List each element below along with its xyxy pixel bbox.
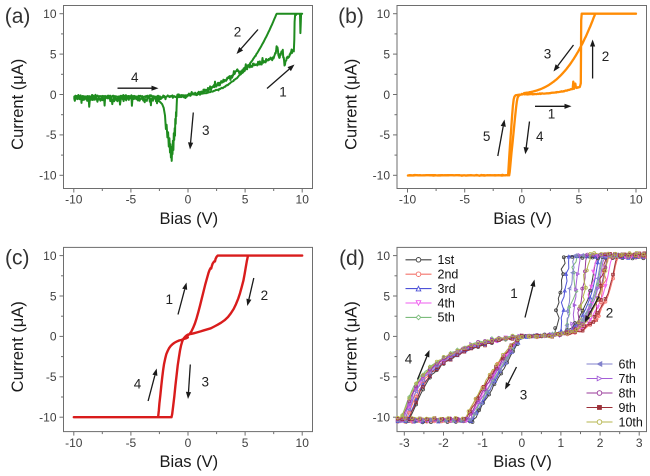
svg-text:2: 2 <box>606 306 614 321</box>
svg-text:(c): (c) <box>5 247 30 270</box>
svg-text:-10: -10 <box>39 169 57 183</box>
svg-text:Bias (V): Bias (V) <box>159 210 218 228</box>
svg-text:4: 4 <box>405 352 413 367</box>
svg-text:9th: 9th <box>619 401 636 415</box>
svg-text:3: 3 <box>520 388 528 403</box>
svg-text:Current (μA): Current (μA) <box>9 301 27 392</box>
svg-text:2: 2 <box>261 288 269 303</box>
svg-text:6th: 6th <box>619 357 636 371</box>
svg-text:-10: -10 <box>373 169 391 183</box>
svg-text:10: 10 <box>629 193 643 207</box>
svg-text:-10: -10 <box>65 436 83 450</box>
svg-text:0: 0 <box>185 436 192 450</box>
svg-text:2: 2 <box>602 49 610 64</box>
svg-text:5: 5 <box>483 129 491 144</box>
svg-text:-5: -5 <box>46 128 57 142</box>
svg-text:0: 0 <box>518 436 525 450</box>
svg-text:(d): (d) <box>339 247 365 270</box>
svg-text:5th: 5th <box>438 311 455 325</box>
svg-text:10: 10 <box>377 7 391 21</box>
svg-text:-3: -3 <box>399 436 410 450</box>
svg-text:4th: 4th <box>438 296 455 310</box>
svg-text:1: 1 <box>558 436 565 450</box>
svg-text:0: 0 <box>383 88 390 102</box>
svg-text:(b): (b) <box>338 5 364 28</box>
svg-text:Current (μA): Current (μA) <box>9 59 27 150</box>
svg-text:5: 5 <box>242 193 249 207</box>
svg-text:5: 5 <box>50 289 57 303</box>
svg-text:1: 1 <box>510 286 518 301</box>
svg-text:-5: -5 <box>459 193 470 207</box>
svg-text:3: 3 <box>201 375 209 390</box>
svg-text:1st: 1st <box>438 253 455 267</box>
svg-text:4: 4 <box>131 70 139 85</box>
svg-text:0: 0 <box>383 330 390 344</box>
svg-text:0: 0 <box>50 330 57 344</box>
svg-text:Bias (V): Bias (V) <box>493 210 552 228</box>
svg-text:10: 10 <box>43 7 57 21</box>
svg-text:Bias (V): Bias (V) <box>493 453 552 471</box>
svg-text:2: 2 <box>234 25 242 40</box>
svg-text:-5: -5 <box>379 370 390 384</box>
svg-text:-10: -10 <box>373 411 391 425</box>
svg-text:5: 5 <box>383 289 390 303</box>
svg-text:10: 10 <box>43 249 57 263</box>
svg-text:-1: -1 <box>477 436 488 450</box>
svg-text:-5: -5 <box>126 193 137 207</box>
svg-text:0: 0 <box>185 193 192 207</box>
svg-text:1: 1 <box>548 107 556 122</box>
svg-text:10: 10 <box>377 249 391 263</box>
svg-text:2nd: 2nd <box>438 268 459 282</box>
svg-text:5: 5 <box>242 436 249 450</box>
svg-text:3: 3 <box>202 123 210 138</box>
svg-text:Bias (V): Bias (V) <box>159 453 218 471</box>
svg-text:1: 1 <box>279 85 287 100</box>
svg-text:-2: -2 <box>438 436 449 450</box>
svg-text:0: 0 <box>50 88 57 102</box>
svg-text:4: 4 <box>134 377 142 392</box>
svg-text:5: 5 <box>50 47 57 61</box>
svg-text:10: 10 <box>296 436 310 450</box>
svg-text:-10: -10 <box>39 411 57 425</box>
svg-text:-5: -5 <box>379 128 390 142</box>
svg-text:2: 2 <box>597 436 604 450</box>
svg-text:5: 5 <box>383 47 390 61</box>
svg-text:10: 10 <box>296 193 310 207</box>
svg-text:10th: 10th <box>619 415 643 429</box>
svg-text:8th: 8th <box>619 386 636 400</box>
svg-text:-10: -10 <box>65 193 83 207</box>
svg-text:(a): (a) <box>5 5 31 28</box>
svg-text:5: 5 <box>576 193 583 207</box>
svg-text:7th: 7th <box>619 372 636 386</box>
svg-text:1: 1 <box>165 292 173 307</box>
svg-text:Current (μA): Current (μA) <box>343 59 361 150</box>
svg-text:3: 3 <box>636 436 643 450</box>
svg-text:-5: -5 <box>126 436 137 450</box>
svg-text:-10: -10 <box>399 193 417 207</box>
svg-text:4: 4 <box>536 129 544 144</box>
svg-text:3rd: 3rd <box>438 282 456 296</box>
svg-text:3: 3 <box>544 47 552 62</box>
svg-text:0: 0 <box>518 193 525 207</box>
svg-text:Current (μA): Current (μA) <box>343 301 361 392</box>
svg-text:-5: -5 <box>46 370 57 384</box>
